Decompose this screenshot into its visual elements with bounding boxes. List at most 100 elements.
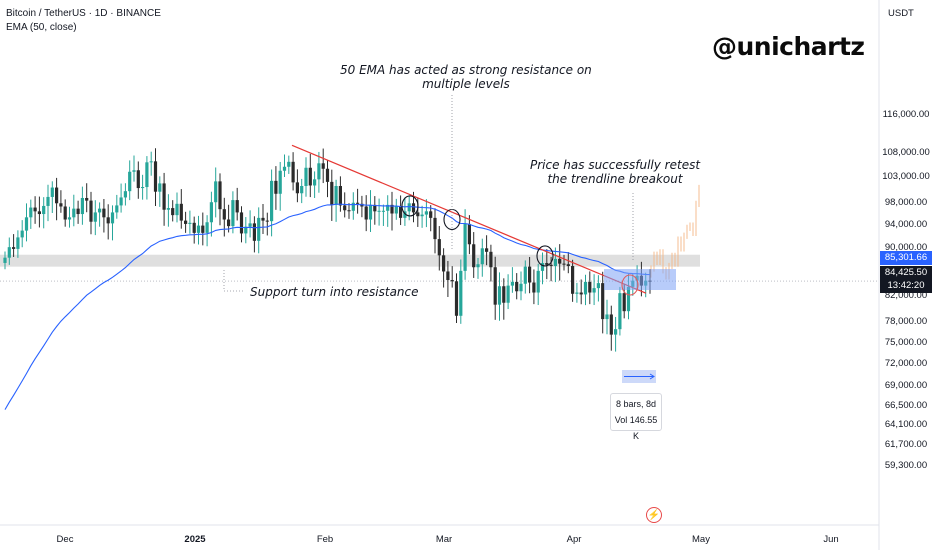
candle-body xyxy=(515,281,519,292)
price-tick-label: 98,000.00 xyxy=(884,197,928,209)
candle-body xyxy=(407,203,411,212)
candle-body xyxy=(480,248,484,265)
candle-body xyxy=(110,212,115,224)
candle-body xyxy=(403,211,407,218)
ema-note-line2: multiple levels xyxy=(422,77,510,91)
candle-body xyxy=(381,210,385,212)
candle-body xyxy=(76,208,80,215)
price-tick-label: 59,300.00 xyxy=(884,459,928,471)
candle-body xyxy=(12,247,16,249)
candle-body xyxy=(321,163,325,169)
candle-body xyxy=(450,280,454,282)
symbol-title[interactable]: Bitcoin / TetherUS · 1D · BINANCE xyxy=(6,8,161,19)
ema-resistance-note: 50 EMA has acted as strong resistance on… xyxy=(340,63,592,91)
candle-body xyxy=(46,196,50,206)
candle-body xyxy=(519,283,523,292)
candle-body xyxy=(528,266,532,283)
candle-body xyxy=(261,217,265,221)
candle-body xyxy=(98,208,102,213)
candle-body xyxy=(416,212,420,217)
candle-body xyxy=(540,263,545,271)
candle-body xyxy=(136,170,140,189)
lightning-icon[interactable]: ⚡ xyxy=(646,507,662,523)
candle-body xyxy=(235,200,239,213)
price-tick-label: 82,000.00 xyxy=(884,290,928,302)
candle-body xyxy=(89,200,93,222)
candle-body xyxy=(317,163,321,180)
candle-body xyxy=(614,329,618,335)
retest-box xyxy=(604,269,676,290)
candle-body xyxy=(192,222,196,233)
candle-body xyxy=(184,220,188,224)
candle-body xyxy=(442,255,446,272)
candle-body xyxy=(609,314,613,335)
candle-body xyxy=(93,212,97,222)
candle-body xyxy=(166,208,170,210)
candle-body xyxy=(325,168,330,182)
candle-body xyxy=(459,270,463,316)
candle-body xyxy=(278,170,282,194)
candle-body xyxy=(420,214,424,217)
candle-body xyxy=(373,204,377,212)
candle-body xyxy=(356,202,360,204)
candle-body xyxy=(188,222,192,224)
touch-circle xyxy=(401,195,419,217)
candle-body xyxy=(502,286,506,303)
price-tick-label: 94,000.00 xyxy=(884,219,928,231)
candles[interactable] xyxy=(3,148,652,352)
candle-body xyxy=(510,281,514,286)
candle-body xyxy=(558,258,562,264)
candle-body xyxy=(132,170,136,172)
axes xyxy=(0,0,880,550)
candle-body xyxy=(343,205,347,211)
candle-body xyxy=(476,264,480,268)
candle-body xyxy=(304,167,308,186)
time-tick-label: 2025 xyxy=(184,534,206,545)
ema-note-line1: 50 EMA has acted as strong resistance on xyxy=(340,63,592,77)
candle-body xyxy=(115,205,119,213)
candle-body xyxy=(566,264,570,267)
candle-body xyxy=(67,217,72,220)
projection-bars xyxy=(650,184,700,280)
candle-body xyxy=(291,161,295,183)
candle-body xyxy=(63,206,67,220)
candle-body xyxy=(545,263,549,265)
candle-body xyxy=(248,223,252,227)
candle-body xyxy=(252,223,256,241)
indicator-legend[interactable]: EMA (50, close) xyxy=(6,22,77,33)
candle-body xyxy=(300,185,304,194)
candle-body xyxy=(20,230,24,238)
candle-body xyxy=(244,226,248,234)
resistance-zone xyxy=(0,254,700,267)
price-tick-label: 108,000.00 xyxy=(882,146,930,158)
time-tick-label: Mar xyxy=(435,534,453,545)
touch-circle xyxy=(536,245,554,267)
candle-body xyxy=(596,283,600,289)
candle-body xyxy=(80,197,84,215)
candle-body xyxy=(274,180,278,194)
candle-body xyxy=(446,271,450,281)
candle-body xyxy=(257,217,261,241)
candle-body xyxy=(313,179,317,186)
candle-body xyxy=(308,167,312,186)
measure-arrowhead xyxy=(649,373,655,380)
price-tick-label: 116,000.00 xyxy=(882,109,930,121)
candle-body xyxy=(158,183,162,192)
candle-body xyxy=(523,266,527,284)
candle-body xyxy=(493,267,497,305)
support-note: Support turn into resistance xyxy=(250,285,419,299)
candle-body xyxy=(295,182,299,194)
retest-note-line2: the trendline breakout xyxy=(547,172,683,186)
trendline xyxy=(291,144,647,294)
candle-body xyxy=(536,270,540,293)
candle-body xyxy=(399,205,403,218)
currency-label[interactable]: USDT xyxy=(888,8,914,19)
time-tick-label: Feb xyxy=(316,534,334,545)
candle-body xyxy=(497,286,502,305)
candle-body xyxy=(549,264,553,267)
overlays xyxy=(4,95,676,410)
watermark-handle: @unichartz xyxy=(712,32,865,61)
last-price-badge: 84,425.50 xyxy=(880,266,932,280)
price-tick-label: 75,000.00 xyxy=(884,336,928,348)
